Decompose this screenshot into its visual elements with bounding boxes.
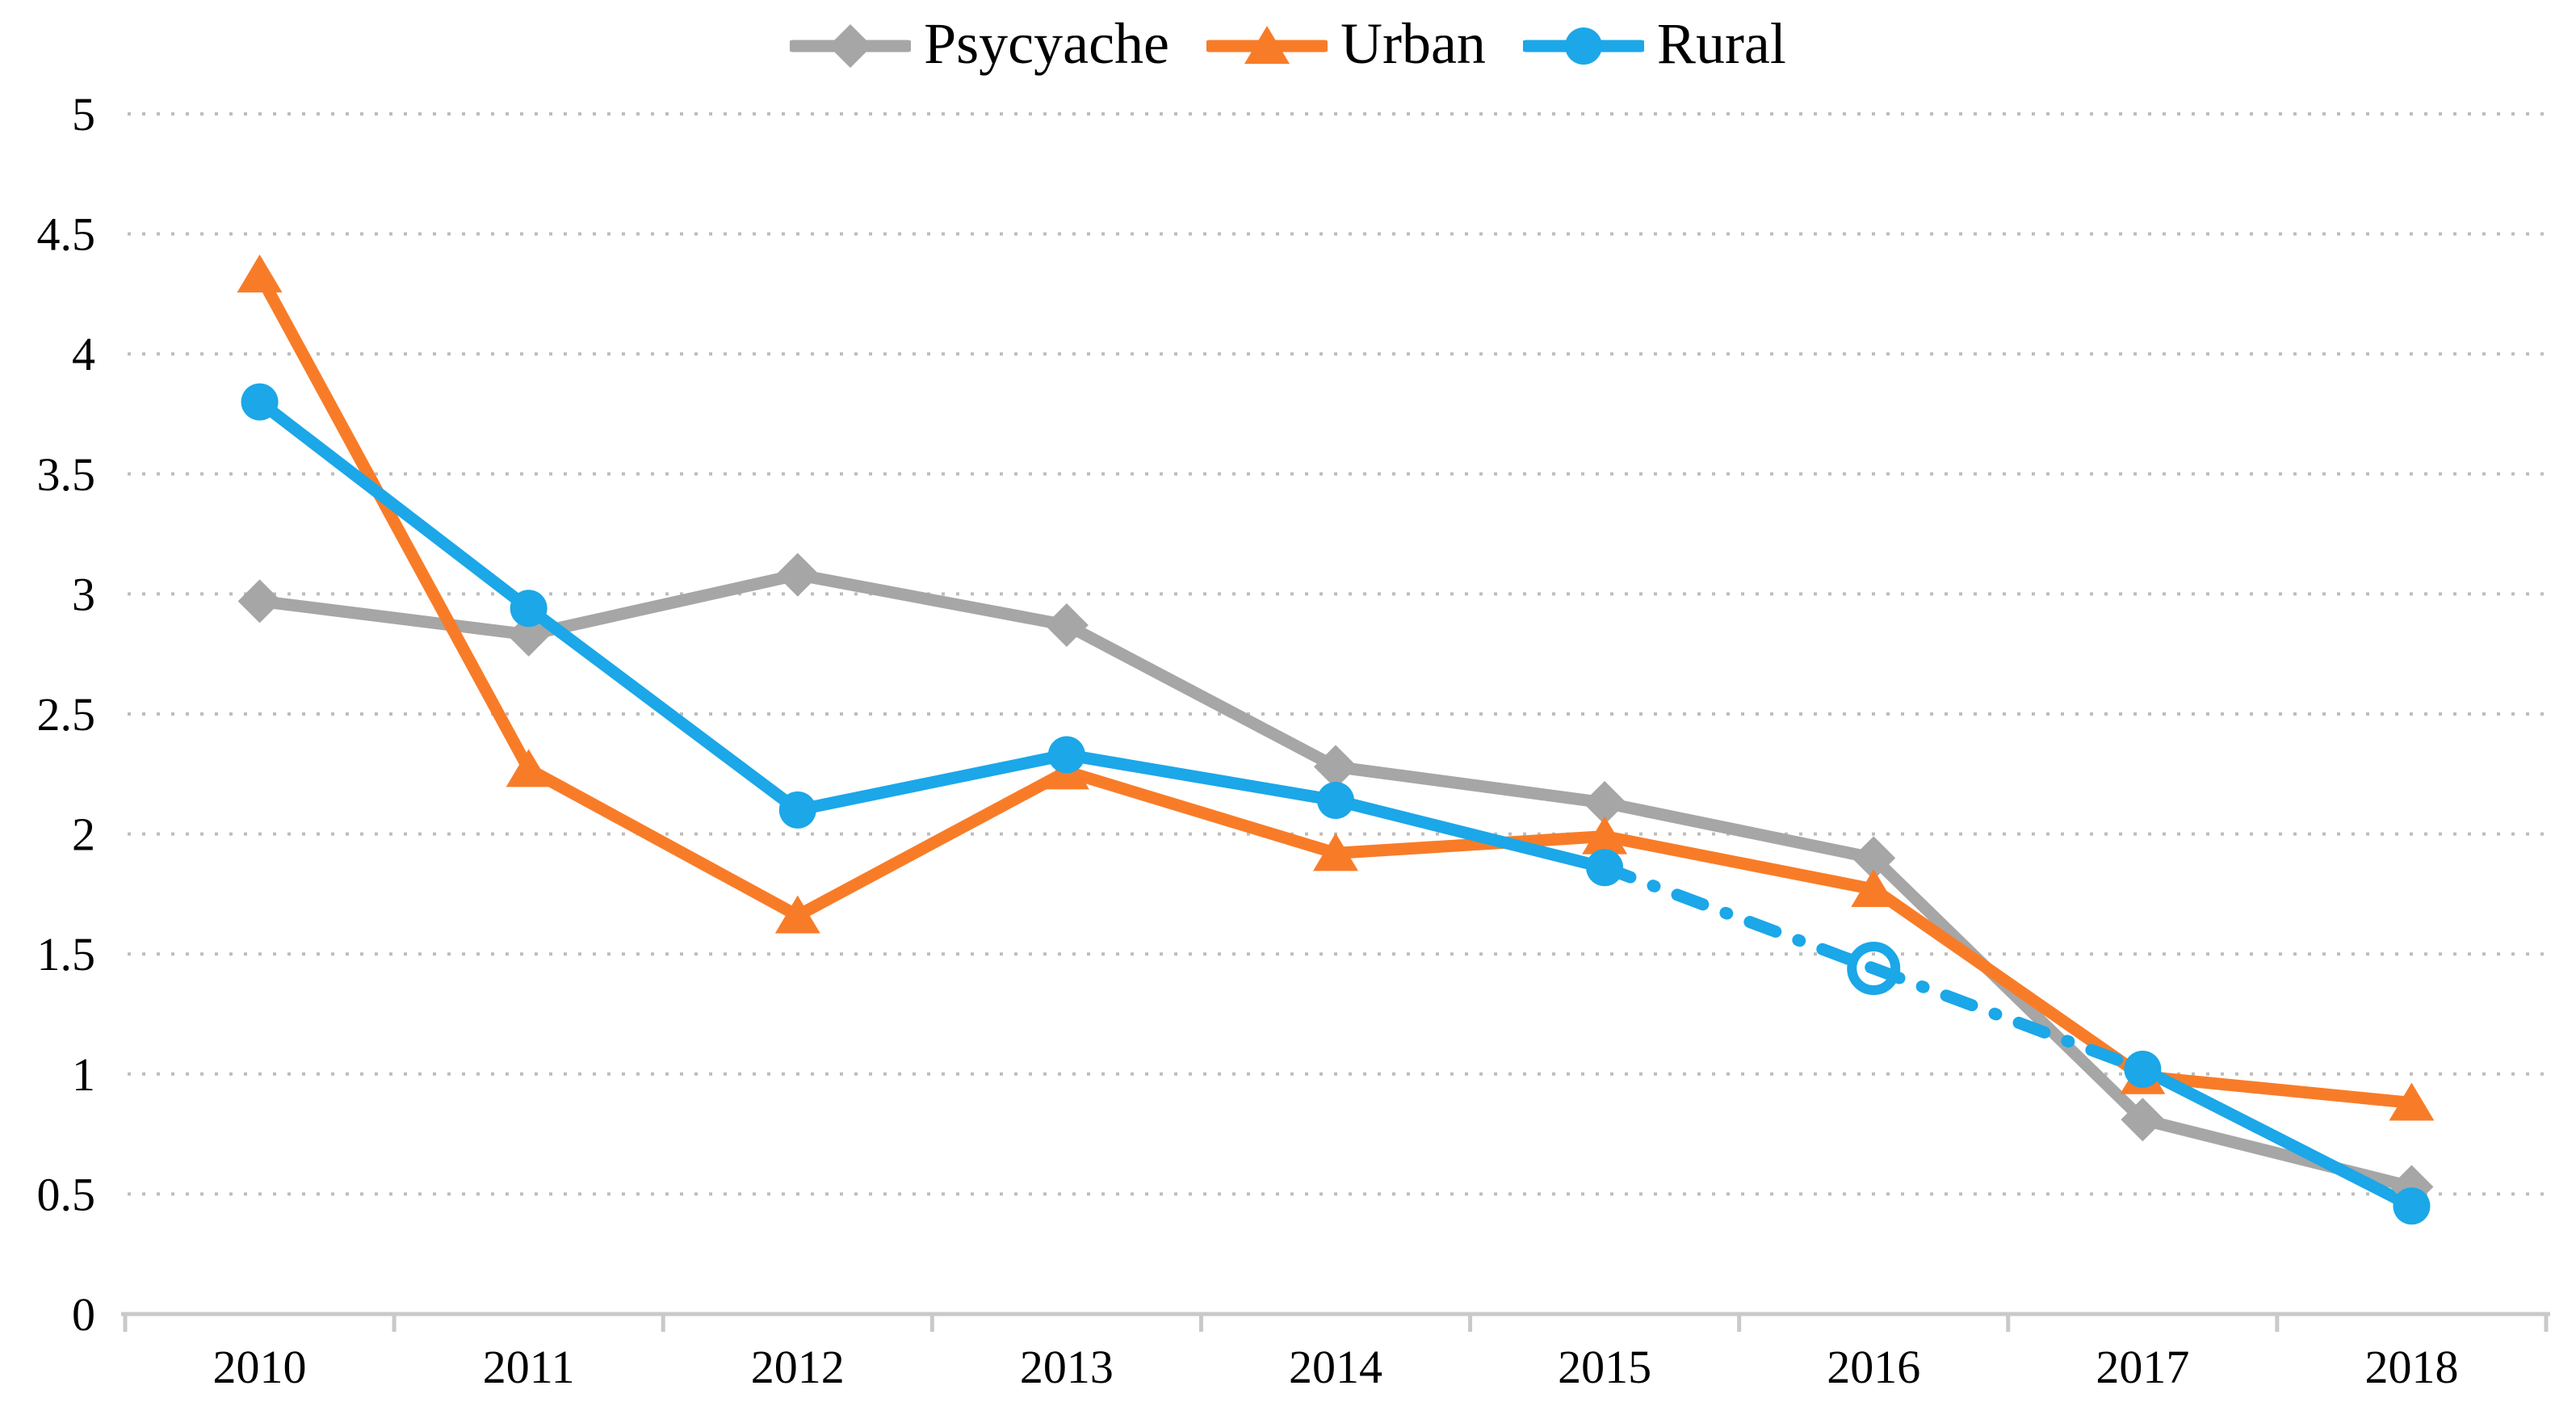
y-tick-label-5: 5 [72, 88, 95, 141]
marker-urban-2014 [1313, 833, 1358, 871]
marker-urban-2018 [2389, 1082, 2435, 1121]
series-line-rural-2014 [1329, 794, 1611, 874]
series-line-urban-2014 [1329, 830, 1611, 859]
series-line-rural-2012 [791, 749, 1073, 817]
marker-rural-2015 [1586, 849, 1624, 887]
series-line-psycyache-2017 [2136, 1113, 2418, 1193]
x-tick-label-2014: 2014 [1289, 1341, 1382, 1393]
marker-urban-2016 [1851, 868, 1897, 907]
x-tick-label-2013: 2013 [1020, 1341, 1114, 1393]
marker-psycyache-2016 [1852, 836, 1896, 880]
marker-psycyache-2012 [775, 552, 820, 597]
series-line-psycyache-2012 [791, 569, 1073, 632]
marker-rural-2014 [1317, 781, 1354, 819]
marker-psycyache-2011 [506, 612, 551, 657]
series-line-urban-2013 [1060, 765, 1342, 859]
series-line-rural-2013 [1060, 749, 1342, 807]
series-line-urban-2011 [522, 762, 804, 922]
y-tick-label-0: 0 [72, 1288, 95, 1341]
marker-urban-2010 [237, 254, 283, 293]
marker-psycyache-2014 [1314, 745, 1357, 789]
x-tick-label-2018: 2018 [2364, 1341, 2458, 1393]
series-line-psycyache-2010 [254, 594, 535, 641]
marker-urban-2015 [1582, 816, 1628, 854]
marker-urban-2011 [506, 749, 552, 787]
marker-psycyache-2013 [1044, 603, 1089, 648]
marker-rural-2010 [241, 383, 279, 421]
x-tick-label-2016: 2016 [1827, 1341, 1920, 1393]
series-line-urban-2016 [1867, 883, 2149, 1083]
x-tick-label-2017: 2017 [2096, 1341, 2189, 1393]
y-tick-label-3: 3 [72, 568, 95, 620]
marker-rural-2013 [1047, 736, 1085, 774]
marker-rural-2012 [778, 791, 816, 829]
y-tick-label-3.5: 3.5 [37, 448, 96, 501]
y-tick-label-4: 4 [72, 328, 95, 380]
series-line-urban-2015 [1598, 830, 1880, 896]
series-line-rural-2015 [1598, 861, 1880, 975]
y-tick-label-2.5: 2.5 [37, 688, 96, 741]
marker-urban-2012 [774, 895, 820, 934]
marker-rural-2017 [2124, 1050, 2162, 1088]
series-line-rural-2010 [254, 396, 535, 615]
y-tick-label-1: 1 [72, 1048, 95, 1101]
x-tick-label-2010: 2010 [213, 1341, 307, 1393]
series-line-psycyache-2015 [1598, 796, 1880, 864]
x-tick-label-2015: 2015 [1558, 1341, 1651, 1393]
y-tick-label-0.5: 0.5 [37, 1168, 96, 1220]
y-tick-label-1.5: 1.5 [37, 928, 96, 980]
marker-rural-2011 [510, 590, 548, 628]
series-line-rural-2016 [1867, 962, 2149, 1076]
series-line-psycyache-2013 [1060, 619, 1342, 773]
marker-rural-2016 [1847, 942, 1901, 996]
y-tick-label-4.5: 4.5 [37, 208, 96, 261]
series-line-urban-2010 [254, 268, 535, 775]
y-tick-label-2: 2 [72, 808, 95, 861]
x-tick-label-2011: 2011 [483, 1341, 575, 1393]
marker-psycyache-2017 [2121, 1098, 2165, 1142]
series-line-urban-2012 [791, 765, 1073, 922]
series-line-rural-2011 [522, 602, 804, 817]
x-tick-label-2012: 2012 [751, 1341, 845, 1393]
marker-psycyache-2010 [237, 579, 282, 624]
series-line-psycyache-2014 [1329, 760, 1611, 809]
marker-psycyache-2015 [1583, 780, 1627, 825]
series-line-psycyache-2011 [522, 569, 804, 641]
marker-rural-2018 [2393, 1187, 2431, 1225]
series-line-urban-2017 [2136, 1070, 2418, 1109]
series-line-rural-2017 [2136, 1063, 2418, 1212]
